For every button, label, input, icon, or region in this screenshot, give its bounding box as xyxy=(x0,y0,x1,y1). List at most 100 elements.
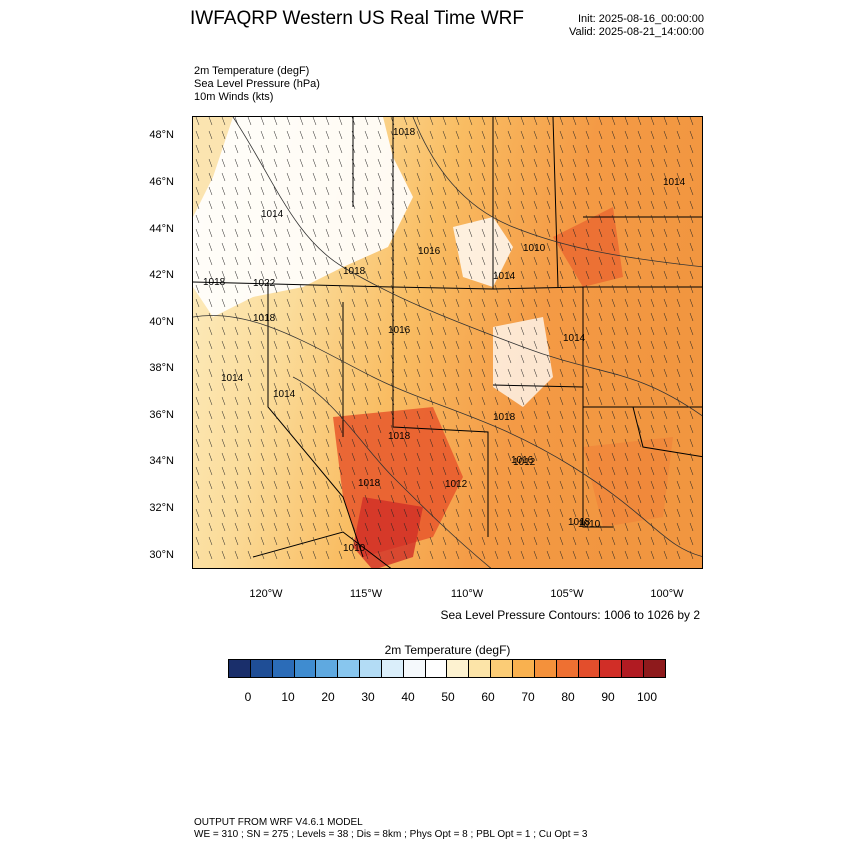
wind-barb xyxy=(312,536,317,546)
wind-barb xyxy=(520,382,525,392)
wind-barb xyxy=(221,117,226,126)
wind-barb xyxy=(442,172,447,182)
wind-barb xyxy=(351,522,356,532)
colorbar-swatch xyxy=(534,660,557,677)
wind-barb xyxy=(572,466,577,476)
wind-barb xyxy=(338,410,343,420)
wind-barb xyxy=(442,480,447,490)
wind-barb xyxy=(507,144,512,154)
lat-label-38: 38°N xyxy=(149,362,174,374)
wind-barb xyxy=(377,326,382,336)
wind-barb xyxy=(520,326,525,336)
wind-barb xyxy=(546,312,551,322)
wind-barb xyxy=(377,494,382,504)
wind-barb xyxy=(403,424,408,434)
wind-barb xyxy=(377,256,382,266)
wind-barb xyxy=(325,550,330,560)
wind-barb xyxy=(299,480,304,490)
wind-barb xyxy=(650,424,655,434)
wind-barb xyxy=(364,186,369,196)
wind-barb xyxy=(299,158,304,168)
wind-barb xyxy=(559,270,564,280)
wind-barb xyxy=(390,256,395,266)
wind-barb xyxy=(429,508,434,518)
wind-barb xyxy=(533,536,538,546)
wind-barb xyxy=(351,480,356,490)
wind-barb xyxy=(364,382,369,392)
wind-barb xyxy=(468,466,473,476)
wind-barb xyxy=(585,508,590,518)
wind-barb xyxy=(598,144,603,154)
wind-barb xyxy=(520,438,525,448)
wind-barb xyxy=(195,256,200,266)
wind-barb xyxy=(221,228,226,238)
wind-barb xyxy=(325,242,330,252)
wind-barb xyxy=(624,452,629,462)
wind-barb xyxy=(429,354,434,364)
wind-barb xyxy=(624,508,629,518)
wind-barb xyxy=(286,242,291,252)
wind-barb xyxy=(260,284,265,294)
wind-barb xyxy=(403,340,408,350)
colorbar-title: 2m Temperature (degF) xyxy=(384,643,511,657)
wind-barb xyxy=(312,550,317,560)
wind-barb xyxy=(364,298,369,308)
wind-barb xyxy=(247,270,252,280)
wind-barb xyxy=(494,326,499,336)
wind-barb xyxy=(221,354,226,364)
wind-barb xyxy=(377,508,382,518)
wind-barb xyxy=(312,284,317,294)
colorbar-swatch xyxy=(403,660,426,677)
wind-barb xyxy=(676,522,681,532)
colorbar-label: 70 xyxy=(521,690,535,704)
wind-barb xyxy=(299,522,304,532)
wind-barb xyxy=(637,480,642,490)
wind-barb xyxy=(520,396,525,406)
wind-barb xyxy=(468,144,473,154)
wind-barb xyxy=(455,382,460,392)
wind-barb xyxy=(533,480,538,490)
wind-barb xyxy=(208,522,213,532)
wind-barb xyxy=(442,158,447,168)
wind-barb xyxy=(650,144,655,154)
wind-barb xyxy=(260,186,265,196)
wind-barb xyxy=(260,200,265,210)
slp-label: 1010 xyxy=(578,519,601,530)
wind-barb xyxy=(520,200,525,210)
wind-barb xyxy=(377,186,382,196)
wind-barb xyxy=(585,410,590,420)
wind-barb xyxy=(208,536,213,546)
wind-barb xyxy=(507,340,512,350)
colorbar-label: 0 xyxy=(244,690,252,704)
wind-barb xyxy=(299,466,304,476)
wind-barb xyxy=(598,508,603,518)
wind-barb xyxy=(546,158,551,168)
wind-barb xyxy=(585,130,590,140)
wind-barb xyxy=(208,438,213,448)
wind-barb xyxy=(260,522,265,532)
wind-barb xyxy=(260,256,265,266)
map-panel: 1018 1014 1022 1016 1018 1010 1018 1014 1018 1014… xyxy=(192,116,703,569)
wind-barb xyxy=(195,172,200,182)
colorbar-swatch xyxy=(360,660,382,677)
wind-barb xyxy=(611,200,616,210)
warm-region-texas xyxy=(583,437,673,527)
wind-barb xyxy=(221,130,226,140)
wind-barb xyxy=(637,214,642,224)
wind-barb xyxy=(351,326,356,336)
wind-barb xyxy=(624,382,629,392)
wind-barb xyxy=(312,144,317,154)
wind-barb xyxy=(468,382,473,392)
wind-barb xyxy=(585,522,590,532)
wind-barb xyxy=(286,424,291,434)
wind-barb xyxy=(195,550,200,560)
wind-barb xyxy=(507,270,512,280)
wind-barb xyxy=(650,256,655,266)
wind-barb xyxy=(442,466,447,476)
wind-barb xyxy=(455,494,460,504)
wind-barb xyxy=(455,284,460,294)
wind-barb xyxy=(572,340,577,350)
wind-barb xyxy=(663,228,668,238)
wind-barb xyxy=(234,368,239,378)
wind-barb xyxy=(273,144,278,154)
